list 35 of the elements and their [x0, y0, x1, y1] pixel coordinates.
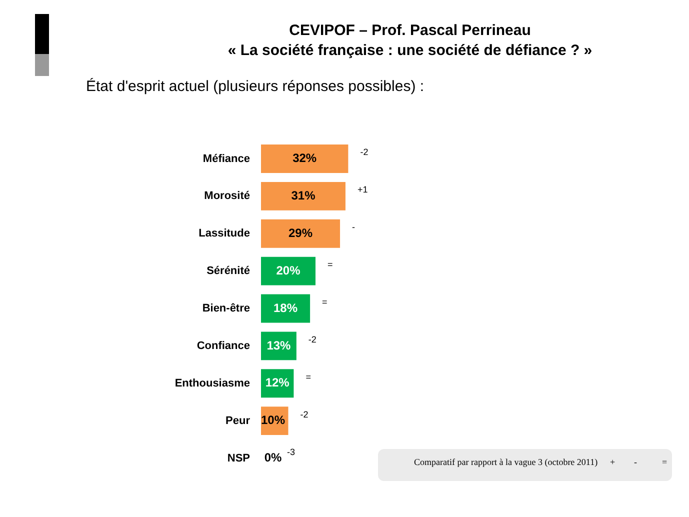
text: « La société française : une société de défiance ? »: [226, 42, 594, 59]
annotation: -2: [308, 334, 316, 344]
annotation: =: [328, 260, 333, 270]
annotation: =: [306, 372, 311, 382]
bar: [261, 144, 348, 173]
y-tick-label: Sérénité: [206, 265, 250, 278]
legend-box: Comparatif par rapport à la vague 3 (octobre 2011) + - =: [378, 449, 672, 481]
data-label: 20%: [276, 263, 301, 278]
annotation: -2: [360, 147, 368, 158]
data-label: 32%: [292, 151, 317, 166]
bar: [261, 219, 340, 248]
y-tick-label: Lassitude: [198, 228, 250, 240]
annotation: +1: [357, 184, 368, 195]
text: État d'esprit actuel (plusieurs réponses possibles) :: [86, 78, 424, 95]
bar: [261, 182, 346, 210]
data-label: 0%: [264, 450, 282, 465]
y-tick-label: Confiance: [196, 340, 250, 352]
y-tick-label: NSP: [227, 452, 250, 464]
data-label: 18%: [274, 300, 298, 315]
bar: [261, 256, 316, 286]
y-tick-label: Enthousiasme: [174, 377, 250, 390]
data-label: 31%: [291, 188, 316, 202]
y-tick-label: Morosité: [204, 190, 250, 202]
data-label: 13%: [266, 338, 292, 352]
text: CEVIPOF – Prof. Pascal Perrineau: [288, 22, 532, 39]
annotation: -: [352, 222, 356, 232]
data-label: 29%: [288, 226, 313, 240]
y-tick-label: Bien-être: [202, 302, 250, 315]
annotation: =: [322, 296, 328, 307]
annotation: -2: [300, 409, 308, 420]
data-label: 12%: [265, 376, 290, 390]
annotation: -3: [287, 446, 296, 457]
y-tick-label: Méfiance: [202, 152, 250, 165]
data-label: 10%: [260, 413, 286, 428]
y-tick-label: Peur: [226, 414, 251, 427]
